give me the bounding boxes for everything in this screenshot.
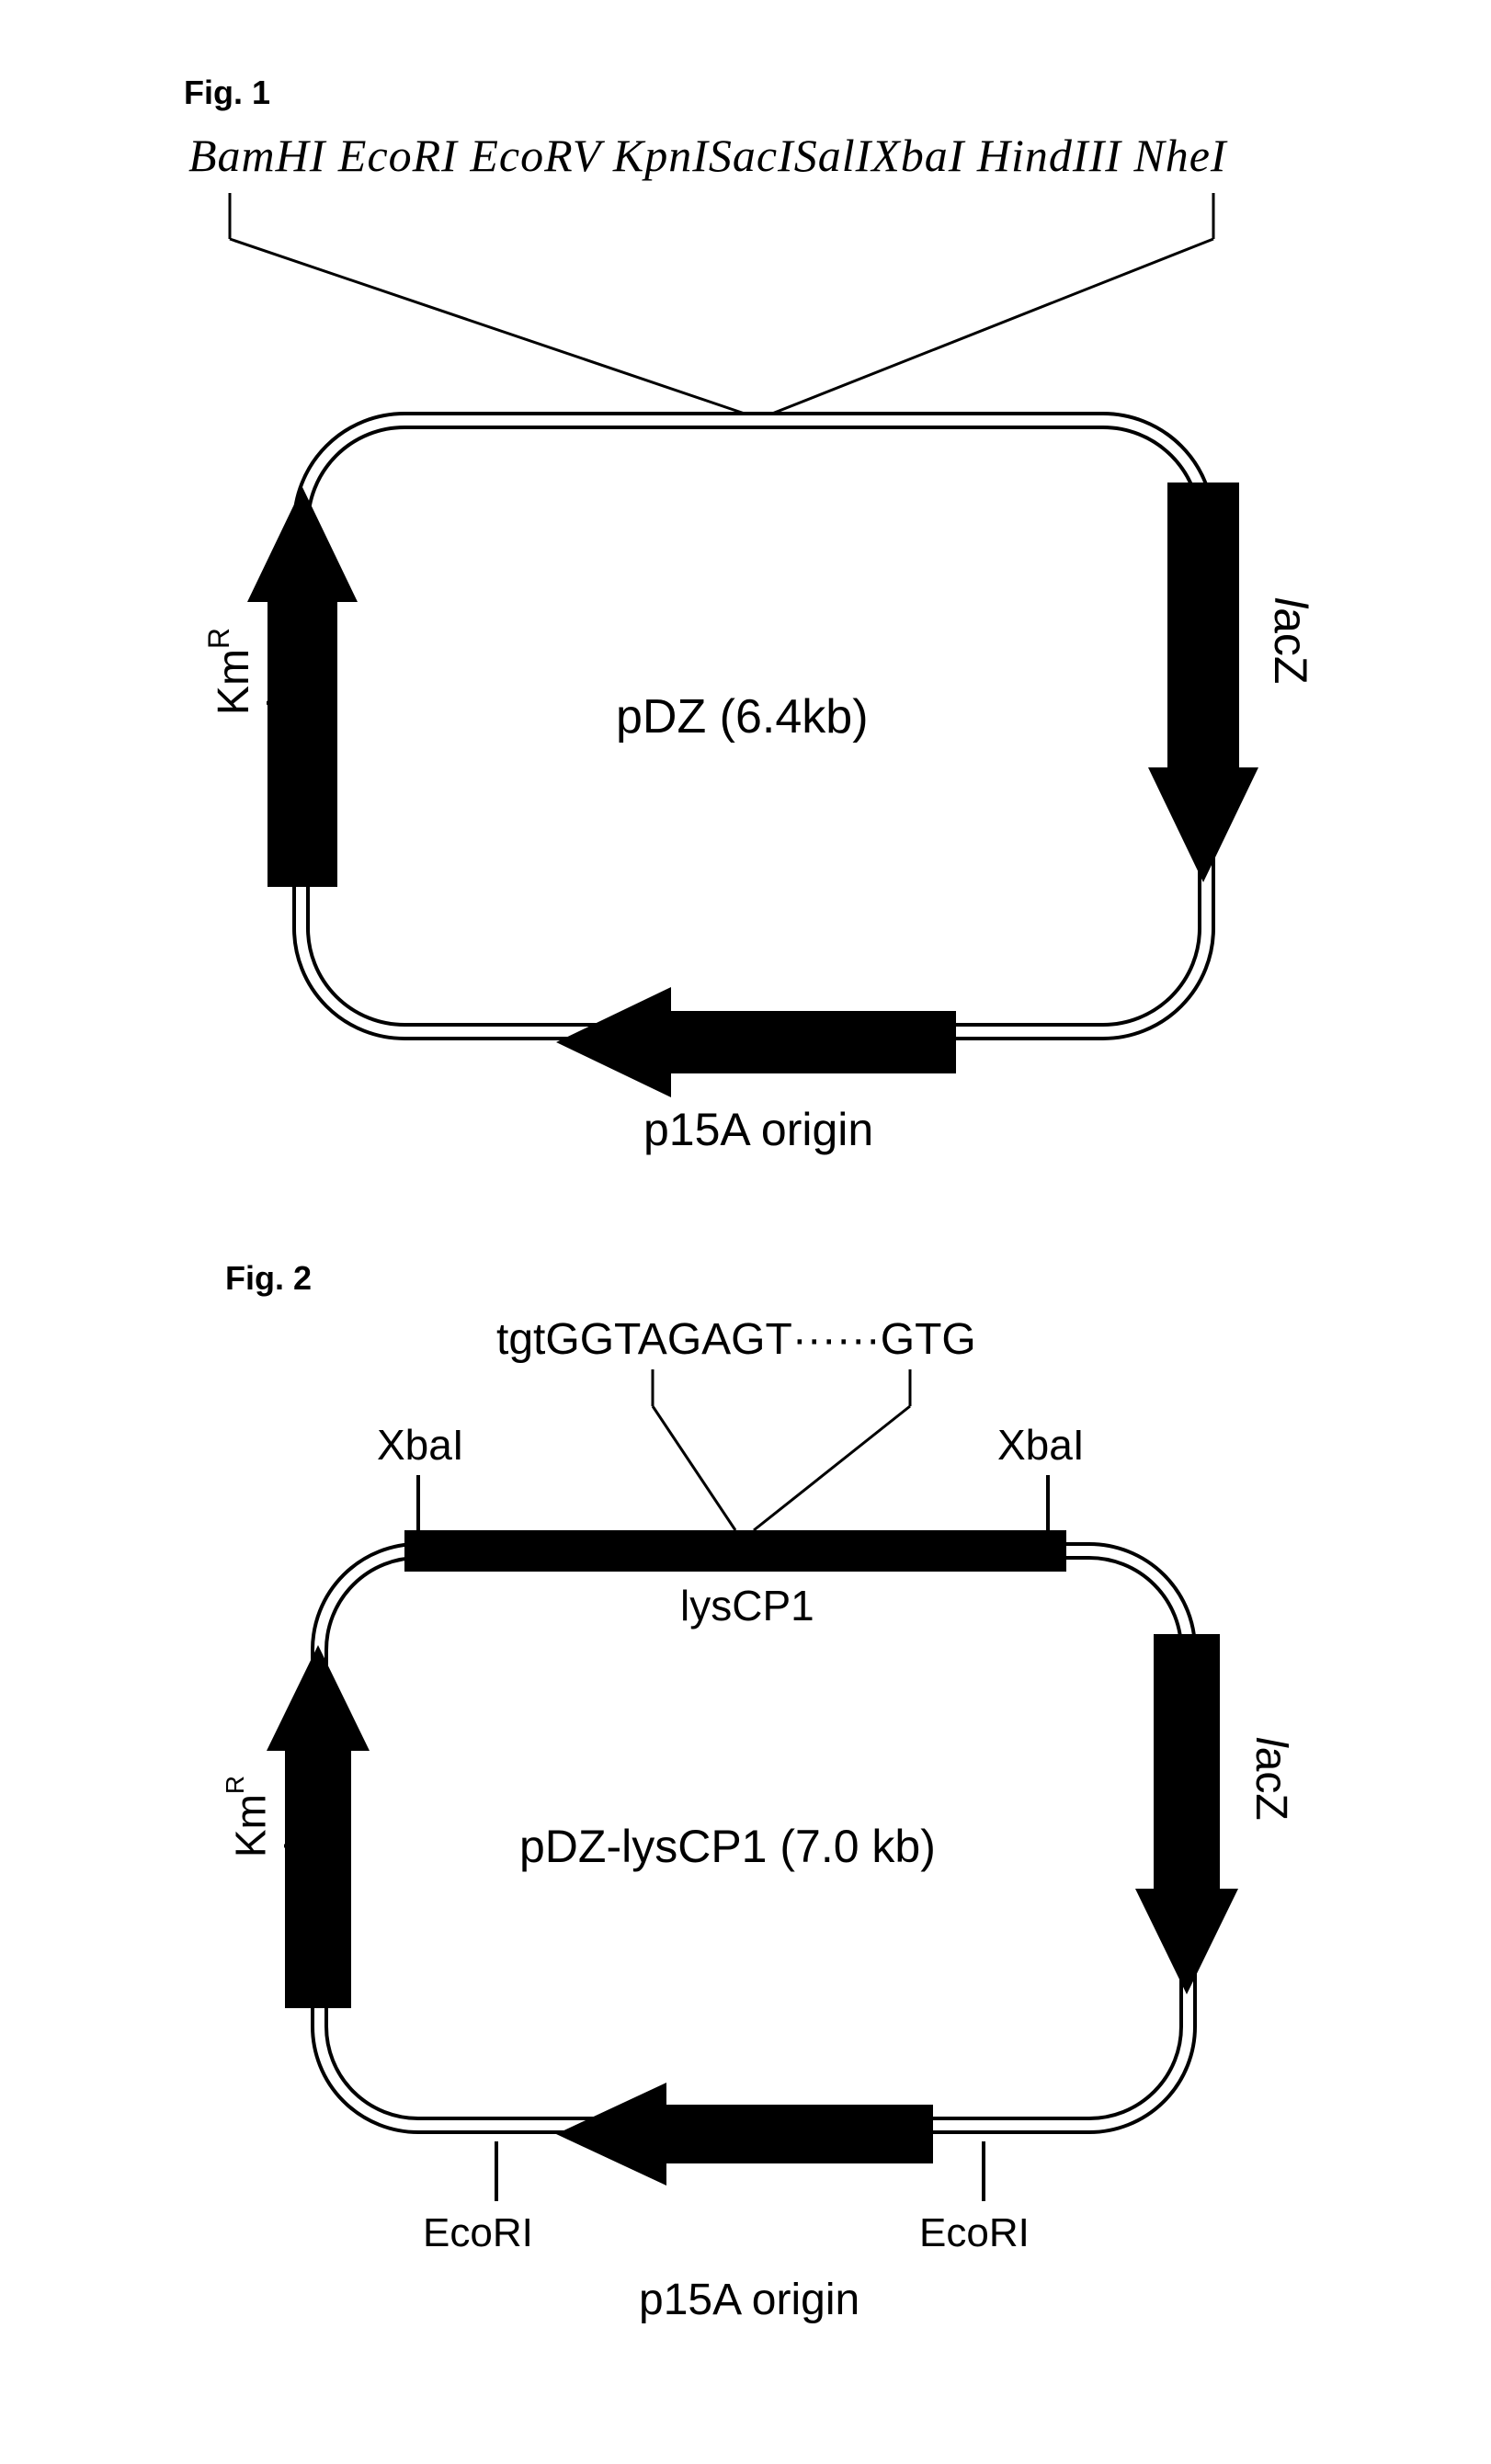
fig2-origin-arrow — [556, 2083, 933, 2186]
fig1-km-label: KmR (Tn903) — [202, 561, 310, 715]
fig2-lacz-arrow — [1135, 1634, 1238, 1994]
fig2-ecori-right: EcoRI — [919, 2210, 1030, 2256]
fig2-insert-label: lysCP1 — [680, 1581, 814, 1630]
fig2-ecori-left: EcoRI — [423, 2210, 533, 2256]
fig2-origin-label: p15A origin — [639, 2275, 859, 2325]
fig1-lacz-label: lacZ — [1264, 597, 1317, 684]
fig1-origin-arrow — [556, 987, 956, 1097]
fig2-plasmid-name: pDZ-lysCP1 (7.0 kb) — [519, 1820, 936, 1873]
fig2-km-label: KmR (Tn903) — [221, 1709, 324, 1857]
fig2-lacz-label: lacZ — [1246, 1737, 1296, 1821]
fig1-origin-label: p15A origin — [643, 1103, 873, 1156]
fig1-plasmid-name: pDZ (6.4kb) — [616, 689, 869, 744]
fig2-insert-bar — [404, 1530, 1066, 1572]
fig1-lacz-arrow — [1148, 483, 1258, 882]
